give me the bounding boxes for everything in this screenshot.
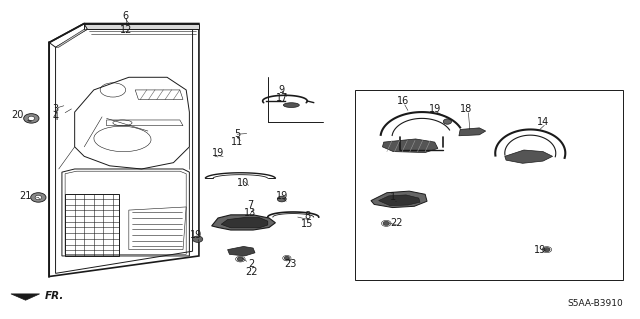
Ellipse shape <box>444 119 452 124</box>
Ellipse shape <box>284 256 289 260</box>
Text: 5: 5 <box>234 129 240 139</box>
Text: 6: 6 <box>123 11 129 21</box>
Polygon shape <box>383 139 438 152</box>
Polygon shape <box>221 218 268 228</box>
Text: 19: 19 <box>429 104 441 114</box>
Ellipse shape <box>277 196 286 202</box>
Text: FR.: FR. <box>45 291 64 301</box>
Text: 2: 2 <box>248 259 254 269</box>
Text: 1: 1 <box>390 192 396 203</box>
Polygon shape <box>228 247 255 256</box>
Ellipse shape <box>35 195 42 200</box>
Polygon shape <box>212 215 275 230</box>
Ellipse shape <box>237 257 244 261</box>
Text: 7: 7 <box>247 200 253 210</box>
Text: S5AA-B3910: S5AA-B3910 <box>567 299 623 308</box>
Polygon shape <box>371 191 427 208</box>
Text: 21: 21 <box>19 191 32 201</box>
Text: 8: 8 <box>304 211 310 221</box>
Text: 12: 12 <box>120 25 132 35</box>
Polygon shape <box>84 24 199 29</box>
Text: 20: 20 <box>11 110 24 120</box>
Text: 10: 10 <box>237 178 250 188</box>
Ellipse shape <box>543 248 550 252</box>
Text: 3: 3 <box>52 104 59 114</box>
Text: 11: 11 <box>231 137 243 147</box>
Text: 18: 18 <box>460 104 473 114</box>
Polygon shape <box>11 294 40 300</box>
Ellipse shape <box>284 103 300 108</box>
Polygon shape <box>459 128 486 136</box>
Text: 19: 19 <box>534 245 546 255</box>
Bar <box>355 90 623 280</box>
Text: 23: 23 <box>284 259 296 269</box>
Ellipse shape <box>383 221 390 226</box>
Ellipse shape <box>28 116 35 121</box>
Polygon shape <box>379 195 420 206</box>
Text: 4: 4 <box>52 112 59 122</box>
Text: 15: 15 <box>301 219 314 229</box>
Text: 17: 17 <box>276 93 288 103</box>
Text: 14: 14 <box>537 116 549 127</box>
Ellipse shape <box>31 193 46 202</box>
Ellipse shape <box>193 236 203 242</box>
Text: 22: 22 <box>390 218 403 228</box>
Text: 19: 19 <box>276 191 288 201</box>
Text: 19: 19 <box>189 230 202 241</box>
Polygon shape <box>505 150 552 163</box>
Ellipse shape <box>24 114 39 123</box>
Text: 9: 9 <box>278 85 285 95</box>
Text: 13: 13 <box>244 208 256 218</box>
Text: 19: 19 <box>212 148 224 158</box>
Text: 16: 16 <box>397 96 409 106</box>
Text: 22: 22 <box>245 267 257 277</box>
Polygon shape <box>56 29 88 47</box>
